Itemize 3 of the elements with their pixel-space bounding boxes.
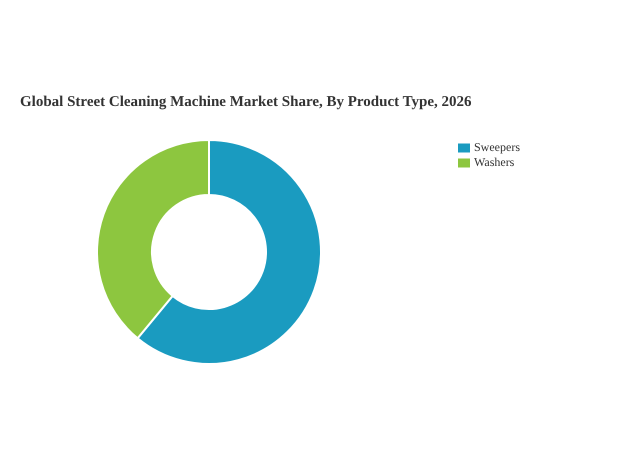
legend-label: Washers <box>474 155 514 169</box>
legend-label: Sweepers <box>474 140 520 154</box>
chart-title: Global Street Cleaning Machine Market Share, By Product Type, 2026 <box>20 94 472 111</box>
